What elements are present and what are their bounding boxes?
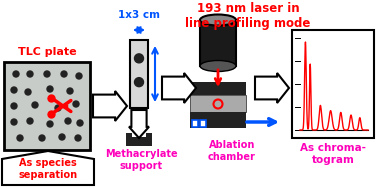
Text: Methacrylate
support: Methacrylate support: [105, 149, 177, 171]
Polygon shape: [2, 151, 94, 185]
Circle shape: [27, 118, 33, 124]
FancyBboxPatch shape: [126, 137, 152, 146]
Text: Ablation
chamber: Ablation chamber: [208, 140, 256, 162]
Polygon shape: [93, 91, 127, 121]
FancyBboxPatch shape: [292, 30, 374, 138]
Polygon shape: [162, 73, 196, 103]
Ellipse shape: [200, 61, 236, 71]
FancyBboxPatch shape: [200, 20, 236, 66]
Circle shape: [44, 71, 50, 77]
FancyBboxPatch shape: [192, 120, 198, 127]
Circle shape: [77, 120, 83, 126]
Circle shape: [135, 78, 144, 87]
Circle shape: [11, 87, 17, 93]
Circle shape: [11, 119, 17, 125]
Polygon shape: [129, 110, 149, 138]
Circle shape: [73, 101, 79, 107]
Circle shape: [59, 134, 65, 140]
FancyBboxPatch shape: [4, 62, 90, 150]
Text: As species
separation: As species separation: [19, 158, 77, 180]
Circle shape: [135, 54, 144, 63]
Circle shape: [76, 73, 82, 79]
Circle shape: [39, 135, 45, 141]
Circle shape: [55, 105, 61, 111]
Text: 193 nm laser in
line profiling mode: 193 nm laser in line profiling mode: [185, 2, 311, 30]
FancyBboxPatch shape: [190, 112, 246, 128]
Circle shape: [11, 103, 17, 109]
FancyBboxPatch shape: [190, 95, 246, 112]
Circle shape: [32, 102, 38, 108]
Circle shape: [47, 121, 53, 127]
Circle shape: [27, 71, 33, 77]
Circle shape: [75, 135, 81, 141]
Ellipse shape: [200, 14, 236, 26]
Circle shape: [67, 88, 73, 94]
Text: As chroma-
togram: As chroma- togram: [300, 143, 366, 165]
Circle shape: [61, 71, 67, 77]
FancyBboxPatch shape: [126, 133, 132, 146]
Text: TLC plate: TLC plate: [18, 47, 76, 57]
Circle shape: [17, 135, 23, 141]
Polygon shape: [255, 73, 289, 103]
FancyBboxPatch shape: [200, 120, 206, 127]
Circle shape: [47, 86, 53, 92]
FancyBboxPatch shape: [130, 40, 148, 108]
Circle shape: [13, 71, 19, 77]
FancyBboxPatch shape: [190, 82, 246, 95]
FancyBboxPatch shape: [146, 133, 152, 146]
Circle shape: [65, 118, 71, 124]
Circle shape: [25, 89, 31, 95]
Text: 1x3 cm: 1x3 cm: [118, 10, 160, 20]
